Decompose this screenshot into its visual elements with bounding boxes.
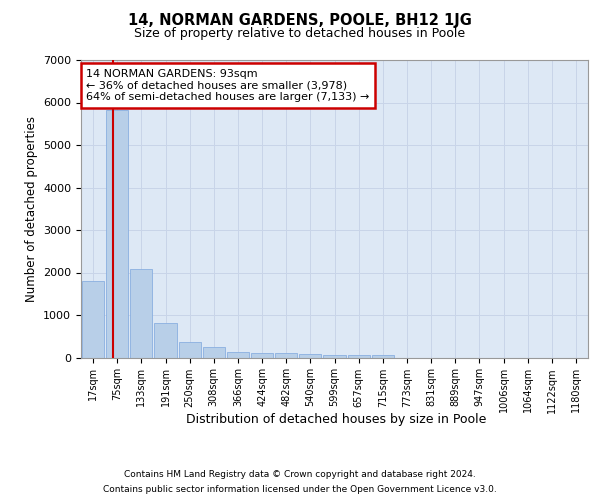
Bar: [371, 354, 394, 358]
Bar: [227, 352, 249, 358]
Bar: [275, 354, 298, 358]
Text: Contains HM Land Registry data © Crown copyright and database right 2024.: Contains HM Land Registry data © Crown c…: [124, 470, 476, 479]
Text: Size of property relative to detached houses in Poole: Size of property relative to detached ho…: [134, 28, 466, 40]
Bar: [82, 282, 104, 358]
Bar: [154, 323, 176, 358]
Y-axis label: Number of detached properties: Number of detached properties: [25, 116, 38, 302]
Bar: [203, 348, 225, 358]
Text: Distribution of detached houses by size in Poole: Distribution of detached houses by size …: [186, 412, 486, 426]
Bar: [347, 354, 370, 358]
Bar: [106, 110, 128, 358]
Text: 14 NORMAN GARDENS: 93sqm
← 36% of detached houses are smaller (3,978)
64% of sem: 14 NORMAN GARDENS: 93sqm ← 36% of detach…: [86, 69, 370, 102]
Text: Contains public sector information licensed under the Open Government Licence v3: Contains public sector information licen…: [103, 485, 497, 494]
Bar: [323, 354, 346, 358]
Text: 14, NORMAN GARDENS, POOLE, BH12 1JG: 14, NORMAN GARDENS, POOLE, BH12 1JG: [128, 12, 472, 28]
Bar: [130, 268, 152, 358]
Bar: [299, 354, 322, 358]
Bar: [251, 352, 273, 358]
Bar: [179, 342, 201, 357]
